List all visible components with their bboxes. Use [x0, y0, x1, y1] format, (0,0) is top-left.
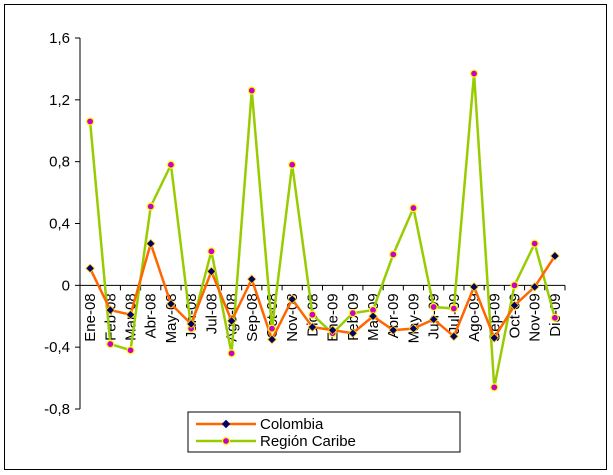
y-tick-label: 1,6	[49, 30, 70, 47]
data-point-colombia	[489, 333, 500, 343]
data-point-colombia	[449, 331, 459, 342]
y-tick-labels: -0,8 -0,4 0 0,4 0,8 1,2 1,6	[44, 30, 70, 418]
data-point-region-caribe	[126, 346, 135, 355]
legend-label: Región Caribe	[260, 433, 356, 450]
series-markers	[85, 69, 560, 392]
data-point-colombia	[186, 319, 196, 329]
data-point-region-caribe	[389, 250, 398, 259]
series-lines	[88, 72, 557, 389]
data-point-region-caribe	[86, 117, 95, 126]
data-point-region-caribe	[550, 313, 559, 322]
data-point-region-caribe	[247, 86, 256, 95]
data-point-colombia	[287, 294, 297, 305]
data-point-region-caribe	[348, 309, 357, 318]
data-point-colombia	[428, 314, 439, 325]
chart-frame	[4, 4, 607, 470]
x-category-label: Sep-08	[244, 293, 261, 341]
legend-marker	[221, 419, 231, 429]
data-point-colombia	[408, 323, 419, 334]
y-tick-label: 0,8	[49, 154, 70, 171]
data-point-colombia	[267, 334, 277, 345]
data-point-colombia	[529, 282, 540, 292]
data-point-region-caribe	[106, 339, 115, 349]
data-point-colombia	[469, 282, 479, 292]
data-point-region-caribe	[510, 281, 519, 290]
data-point-region-caribe	[146, 202, 155, 211]
data-point-colombia	[368, 311, 378, 322]
data-point-colombia	[226, 316, 237, 326]
legend-marker	[221, 436, 231, 446]
y-tick-label: 0,4	[49, 216, 70, 233]
x-category-label: May-09	[405, 293, 422, 343]
legend-label: Colombia	[260, 416, 324, 433]
y-tick-label: 1,2	[49, 92, 70, 109]
data-point-colombia	[105, 305, 116, 315]
series-line-1	[88, 72, 557, 389]
x-category-label: Jul-08	[203, 293, 220, 334]
data-point-colombia	[509, 300, 520, 311]
x-category-label: Ene-08	[82, 293, 99, 341]
data-point-colombia	[348, 328, 358, 339]
x-category-label: Nov-09	[527, 293, 544, 341]
data-point-colombia	[246, 274, 257, 284]
data-point-colombia	[145, 238, 156, 249]
data-point-region-caribe	[469, 69, 479, 78]
data-point-colombia	[307, 322, 318, 332]
series-line-0	[88, 242, 556, 341]
x-category-label: Abr-08	[143, 293, 160, 338]
data-point-region-caribe	[530, 239, 539, 248]
y-tick-label: -0,4	[44, 339, 70, 356]
data-point-colombia	[327, 325, 338, 335]
data-point-region-caribe	[490, 383, 499, 392]
data-point-colombia	[388, 325, 399, 335]
data-point-region-caribe	[449, 304, 458, 313]
x-category-label: May-08	[163, 293, 180, 343]
data-point-colombia	[166, 299, 176, 309]
data-point-colombia	[125, 309, 136, 320]
data-point-region-caribe	[227, 349, 236, 358]
y-tick-label: -0,8	[44, 401, 70, 418]
data-point-region-caribe	[429, 302, 438, 312]
data-point-region-caribe	[409, 203, 418, 213]
data-point-region-caribe	[166, 160, 176, 169]
data-point-colombia	[550, 251, 560, 261]
x-category-label: Ago-09	[466, 293, 483, 341]
data-point-region-caribe	[288, 160, 297, 169]
data-point-colombia	[85, 263, 95, 274]
data-point-region-caribe	[308, 310, 317, 319]
data-point-region-caribe	[267, 324, 277, 333]
legend-box	[187, 411, 461, 453]
data-point-colombia	[206, 266, 217, 277]
data-point-region-caribe	[207, 247, 216, 256]
y-tick-label: 0	[62, 277, 70, 294]
